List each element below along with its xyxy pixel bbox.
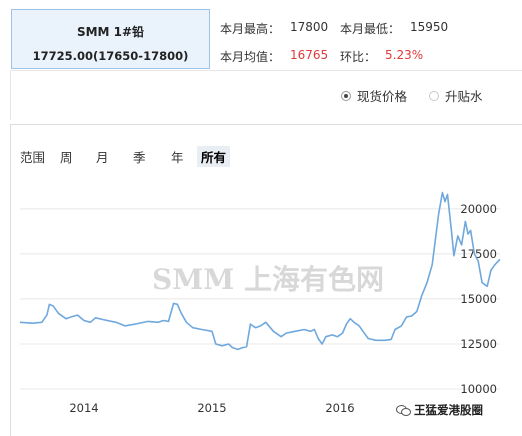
product-name: SMM 1#铅: [76, 25, 145, 39]
y-tick-label: 15000: [460, 292, 497, 306]
mom-value: 5.23%: [385, 48, 424, 62]
x-tick-label: 2015: [197, 401, 226, 415]
month-low-value: 15950: [410, 20, 449, 34]
month-high-value: 17800: [290, 20, 329, 34]
mom-label: 环比：: [340, 50, 377, 64]
y-tick-label: 12500: [460, 337, 497, 351]
radio-off-icon: [429, 90, 439, 101]
radio-premium-label: 升贴水: [445, 89, 483, 104]
range-year[interactable]: 年: [171, 150, 184, 165]
y-tick-label: 10000: [460, 382, 497, 396]
divider-vertical: [10, 70, 11, 120]
y-tick-label: 17500: [460, 247, 497, 261]
x-tick-label: 2016: [325, 401, 354, 415]
quote-card: SMM 1#铅 17725.00(17650-17800): [11, 9, 210, 69]
product-price: 17725.00(17650-17800): [32, 49, 189, 63]
y-axis-ticks: 10000 12500 15000 17500 20000: [460, 202, 497, 396]
radio-premium[interactable]: 升贴水: [429, 86, 483, 105]
month-high-label: 本月最高：: [220, 22, 281, 36]
y-tick-label: 20000: [460, 202, 497, 216]
credit-text: 王猛爱港股圈: [414, 403, 483, 417]
chart-gridlines: [20, 208, 500, 390]
radio-spot-price[interactable]: 现货价格: [341, 86, 407, 105]
chart-panel: [10, 124, 522, 436]
credit: 王猛爱港股圈: [396, 402, 483, 418]
month-avg-value: 16765: [290, 48, 329, 62]
range-week[interactable]: 周: [60, 150, 73, 165]
range-label: 范围: [20, 150, 46, 165]
range-quarter[interactable]: 季: [133, 150, 146, 165]
watermark: SMM 上海有色网: [152, 263, 384, 296]
range-all[interactable]: 所有: [197, 146, 231, 167]
series-line: [19, 191, 501, 351]
range-month[interactable]: 月: [96, 150, 109, 165]
month-avg-label: 本月均值：: [220, 50, 281, 64]
month-low-label: 本月最低：: [340, 22, 401, 36]
radio-spot-price-label: 现货价格: [357, 89, 408, 104]
chart-series: [19, 191, 501, 351]
x-tick-label: 2014: [69, 401, 98, 415]
radio-on-icon: [341, 90, 351, 101]
divider: [10, 70, 522, 71]
x-axis-ticks: 2014 2015 2016: [69, 401, 354, 415]
wechat-icon: [396, 404, 411, 416]
